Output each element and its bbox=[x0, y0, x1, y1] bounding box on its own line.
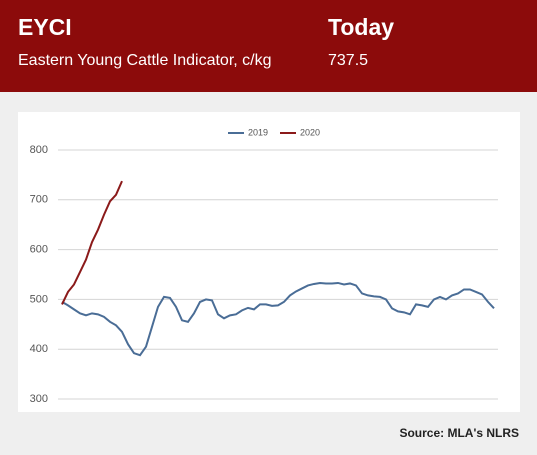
today-label: Today bbox=[328, 14, 395, 40]
header-subtitle: Eastern Young Cattle Indicator, c/kg bbox=[18, 52, 272, 69]
series-line bbox=[61, 281, 495, 357]
y-tick-label: 300 bbox=[30, 393, 48, 405]
header: EYCI Today Eastern Young Cattle Indicato… bbox=[0, 0, 537, 92]
y-tick-label: 700 bbox=[30, 194, 48, 206]
header-title: EYCI bbox=[18, 14, 72, 40]
legend-label: 2019 bbox=[248, 127, 268, 137]
legend-label: 2020 bbox=[300, 127, 320, 137]
today-value: 737.5 bbox=[328, 52, 369, 69]
source: Source: MLA's NLRS bbox=[399, 426, 519, 440]
series-line bbox=[61, 180, 123, 305]
y-tick-label: 500 bbox=[30, 293, 48, 305]
y-tick-label: 400 bbox=[30, 343, 48, 355]
chart-card bbox=[18, 112, 520, 412]
y-tick-label: 800 bbox=[30, 144, 48, 156]
y-tick-label: 600 bbox=[30, 244, 48, 256]
